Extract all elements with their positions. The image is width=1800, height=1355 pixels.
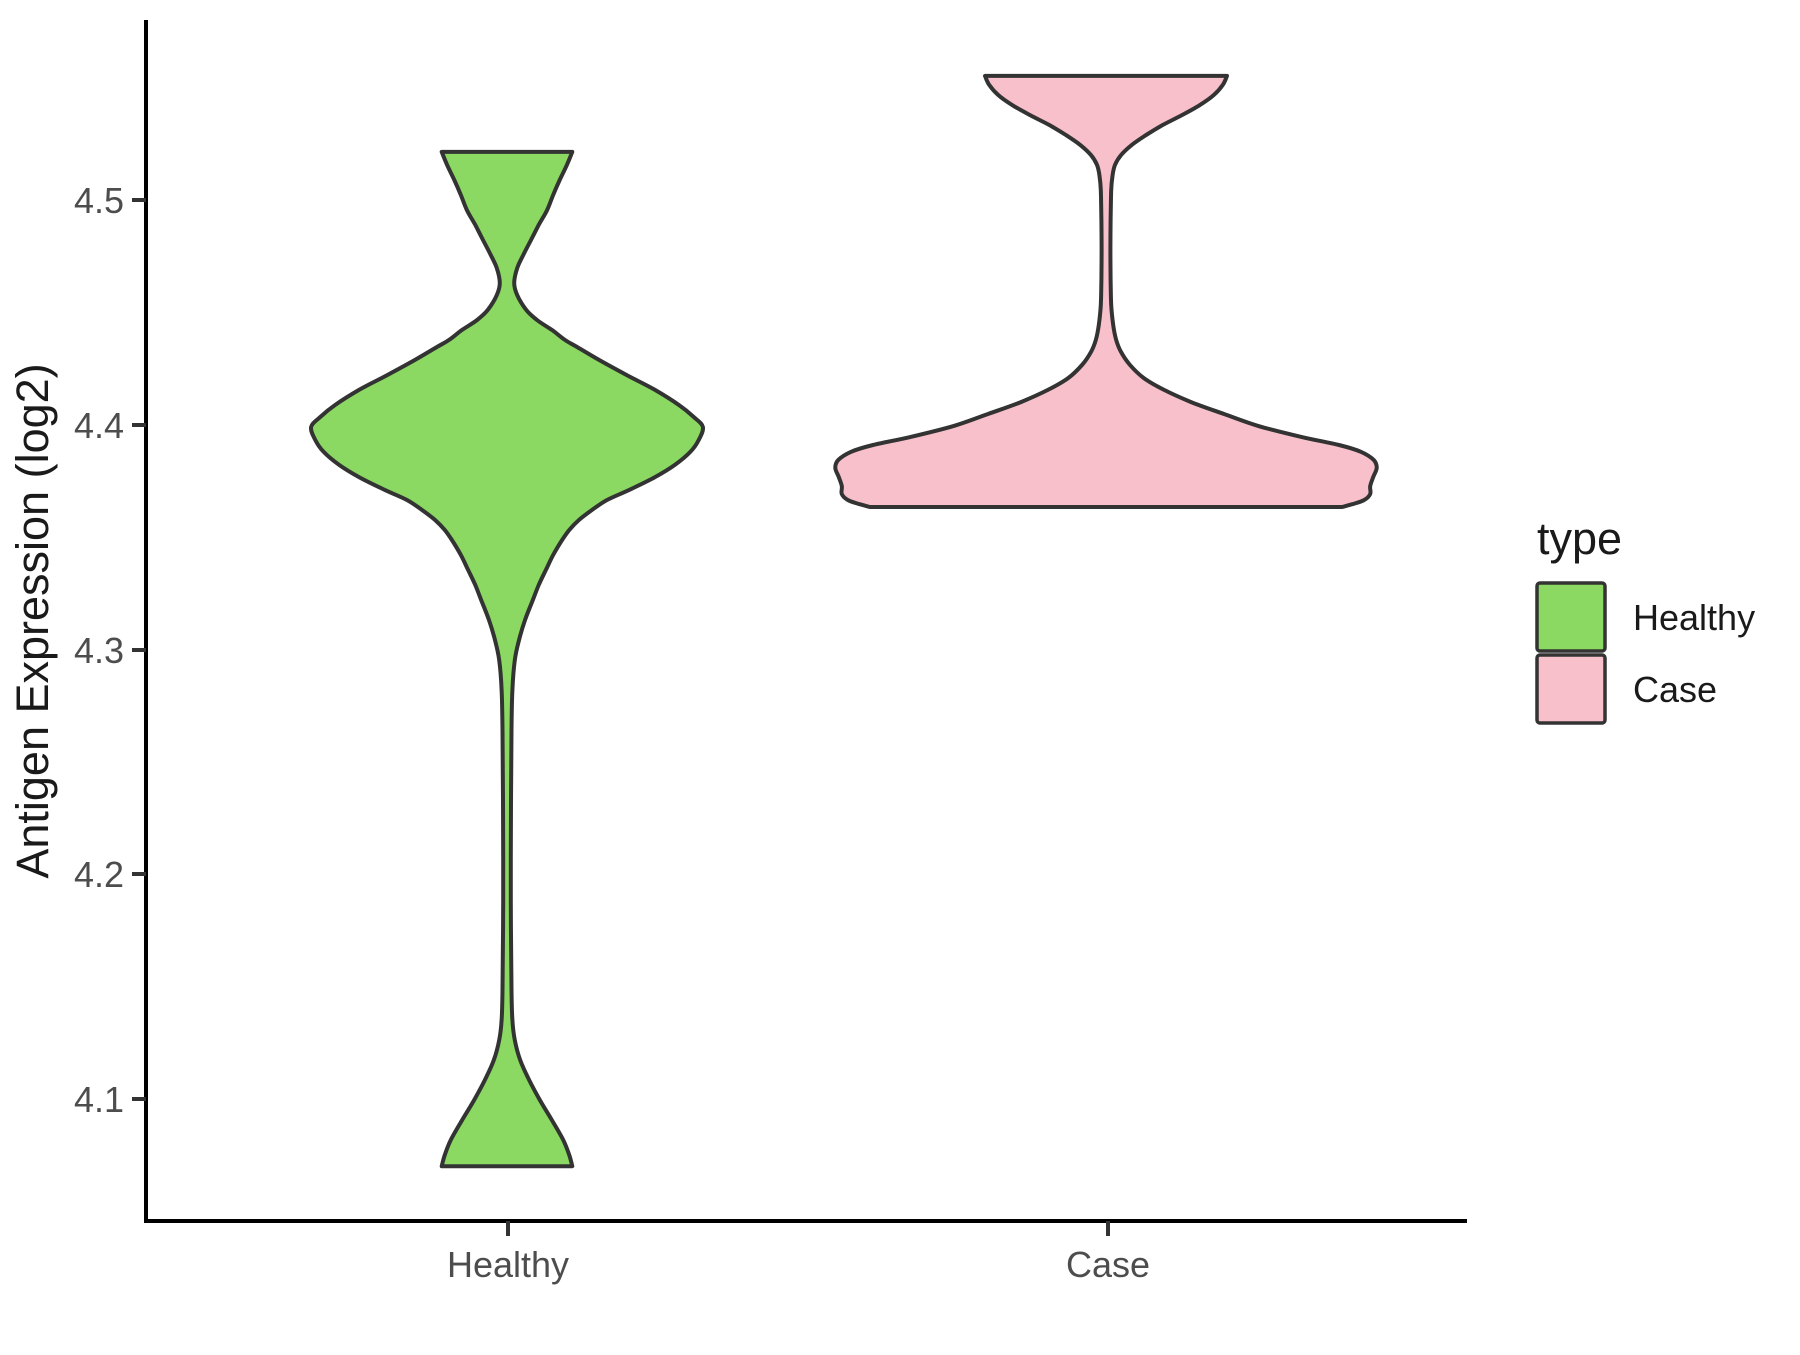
violin-healthy bbox=[308, 149, 706, 1169]
y-tick-label: 4.1 bbox=[74, 1079, 124, 1120]
legend-key-healthy: Healthy bbox=[1535, 581, 1755, 653]
legend-label-case: Case bbox=[1633, 669, 1717, 710]
y-tick-label: 4.5 bbox=[74, 180, 124, 221]
legend-key-case: Case bbox=[1535, 653, 1717, 725]
violins-group bbox=[308, 73, 1379, 1169]
y-axis-labels: 4.5 4.4 4.3 4.2 4.1 bbox=[74, 180, 124, 1120]
legend: type Healthy Case bbox=[1535, 513, 1755, 725]
legend-swatch-case bbox=[1535, 653, 1607, 725]
legend-label-healthy: Healthy bbox=[1633, 597, 1755, 638]
x-tick-label-healthy: Healthy bbox=[447, 1244, 569, 1285]
violin-case bbox=[833, 73, 1379, 509]
legend-title: type bbox=[1537, 513, 1622, 564]
y-axis-title: Antigen Expression (log2) bbox=[7, 363, 58, 878]
y-tick-label: 4.3 bbox=[74, 630, 124, 671]
y-axis-ticks bbox=[132, 198, 146, 1101]
legend-swatch-healthy bbox=[1535, 581, 1607, 653]
y-tick-label: 4.2 bbox=[74, 854, 124, 895]
x-tick-label-case: Case bbox=[1066, 1244, 1150, 1285]
x-axis-ticks bbox=[506, 1221, 1110, 1236]
x-axis-labels: Healthy Case bbox=[447, 1244, 1150, 1285]
y-tick-label: 4.4 bbox=[74, 405, 124, 446]
